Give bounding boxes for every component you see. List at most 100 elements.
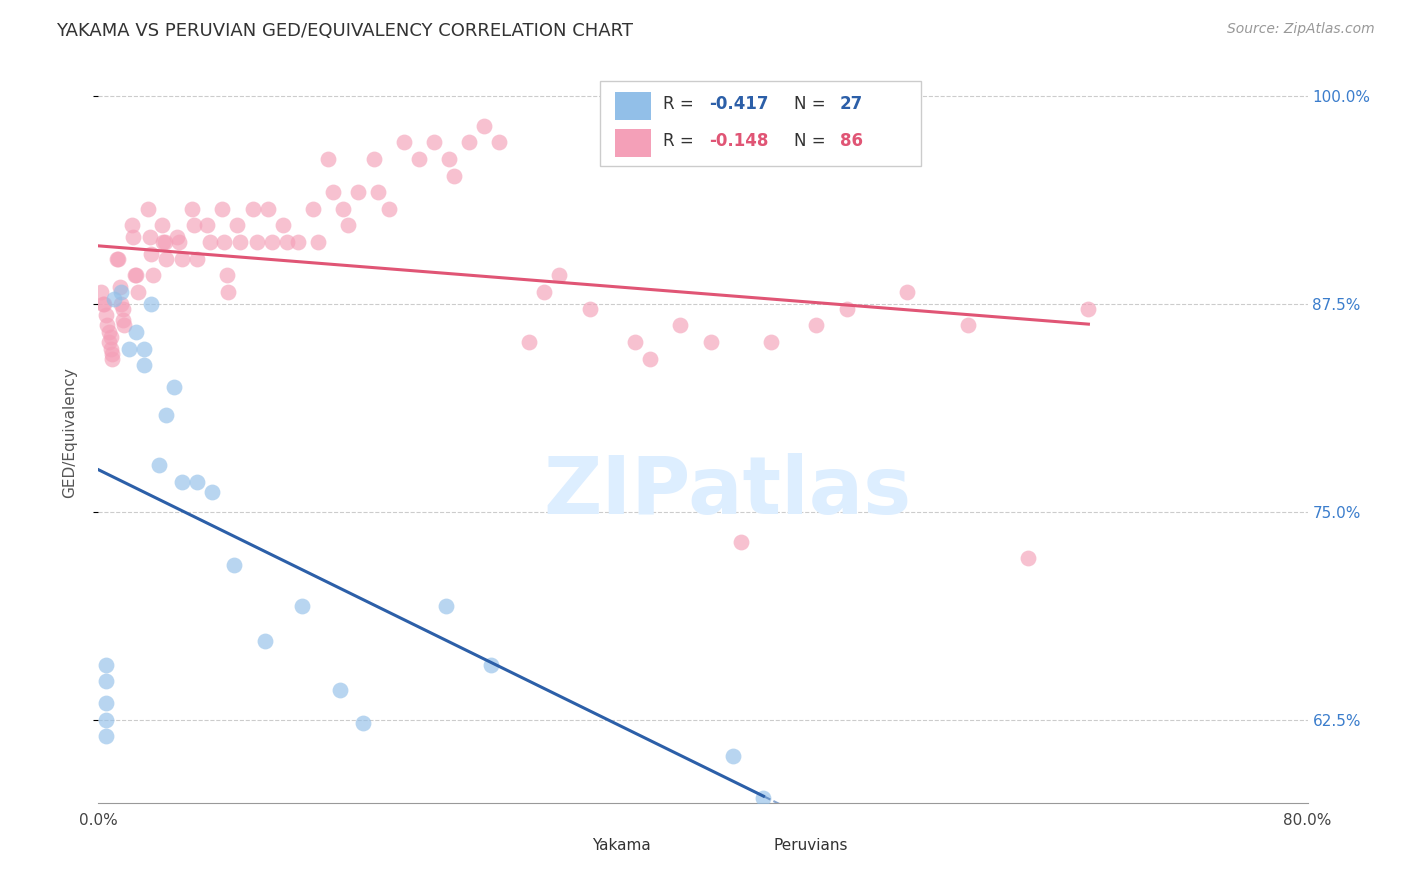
Point bbox=[363, 152, 385, 166]
FancyBboxPatch shape bbox=[600, 81, 921, 166]
Point bbox=[136, 202, 159, 216]
Point bbox=[472, 119, 495, 133]
Point bbox=[167, 235, 190, 249]
Point bbox=[153, 235, 176, 249]
Point bbox=[336, 219, 359, 233]
Point bbox=[132, 342, 155, 356]
Point bbox=[835, 301, 858, 316]
Text: N =: N = bbox=[793, 132, 831, 150]
Point bbox=[122, 230, 145, 244]
Point bbox=[111, 313, 134, 327]
Point bbox=[170, 475, 193, 489]
Point bbox=[517, 334, 540, 349]
Point bbox=[352, 715, 374, 730]
Point bbox=[578, 301, 600, 316]
Point bbox=[125, 268, 148, 283]
Point bbox=[139, 230, 162, 244]
Point bbox=[488, 136, 510, 150]
Point bbox=[548, 268, 571, 283]
Point bbox=[186, 475, 208, 489]
Bar bbox=[614, 129, 651, 157]
Point bbox=[262, 235, 284, 249]
Point bbox=[437, 152, 460, 166]
Bar bbox=[734, 835, 763, 857]
Point bbox=[443, 169, 465, 183]
Point bbox=[141, 296, 163, 310]
Point bbox=[195, 219, 218, 233]
Point bbox=[94, 713, 117, 727]
Point bbox=[224, 558, 246, 572]
Point bbox=[759, 334, 782, 349]
Point bbox=[155, 408, 177, 422]
Point bbox=[141, 246, 163, 260]
Point bbox=[100, 330, 122, 344]
Point bbox=[166, 230, 188, 244]
Point bbox=[142, 268, 165, 283]
Bar bbox=[551, 835, 582, 857]
Point bbox=[217, 285, 239, 299]
Point bbox=[94, 729, 117, 743]
Point bbox=[107, 252, 129, 266]
Point bbox=[111, 301, 134, 316]
Point bbox=[423, 136, 446, 150]
Point bbox=[96, 318, 118, 333]
Point bbox=[624, 334, 647, 349]
Point bbox=[94, 657, 117, 672]
Point bbox=[200, 235, 222, 249]
Point bbox=[287, 235, 309, 249]
Point bbox=[669, 318, 692, 333]
Point bbox=[332, 202, 354, 216]
Point bbox=[699, 334, 721, 349]
Point bbox=[101, 346, 124, 360]
Point bbox=[121, 219, 143, 233]
Point bbox=[457, 136, 479, 150]
Point bbox=[183, 219, 205, 233]
Point bbox=[302, 202, 325, 216]
Point bbox=[408, 152, 430, 166]
Point bbox=[94, 696, 117, 710]
Y-axis label: GED/Equivalency: GED/Equivalency bbox=[63, 368, 77, 498]
Point bbox=[723, 749, 745, 764]
Point bbox=[215, 268, 238, 283]
Point bbox=[110, 296, 132, 310]
Point bbox=[307, 235, 329, 249]
Point bbox=[94, 309, 117, 323]
Text: -0.148: -0.148 bbox=[709, 132, 769, 150]
Point bbox=[103, 292, 125, 306]
Point bbox=[93, 296, 115, 310]
Point bbox=[276, 235, 298, 249]
Point bbox=[98, 334, 121, 349]
Point bbox=[367, 185, 389, 199]
Point bbox=[896, 285, 918, 299]
Point bbox=[533, 285, 555, 299]
Point bbox=[377, 202, 399, 216]
Point bbox=[90, 285, 112, 299]
Text: 27: 27 bbox=[839, 95, 863, 113]
Point bbox=[322, 185, 344, 199]
Point bbox=[98, 325, 121, 339]
Point bbox=[229, 235, 252, 249]
Point bbox=[101, 351, 124, 366]
Point bbox=[112, 318, 135, 333]
Point bbox=[181, 202, 204, 216]
Text: R =: R = bbox=[664, 132, 699, 150]
Point bbox=[186, 252, 208, 266]
Text: Source: ZipAtlas.com: Source: ZipAtlas.com bbox=[1227, 22, 1375, 37]
Point bbox=[94, 674, 117, 689]
Point bbox=[256, 202, 278, 216]
Text: Yakama: Yakama bbox=[592, 838, 651, 853]
Point bbox=[434, 599, 457, 614]
Point bbox=[730, 534, 752, 549]
Point bbox=[329, 682, 352, 697]
Point bbox=[108, 280, 131, 294]
Text: Peruvians: Peruvians bbox=[773, 838, 848, 853]
Point bbox=[211, 202, 233, 216]
Point bbox=[316, 152, 339, 166]
Point bbox=[110, 285, 132, 299]
Point bbox=[150, 219, 173, 233]
Text: R =: R = bbox=[664, 95, 699, 113]
Bar bbox=[614, 92, 651, 120]
Text: ZIPatlas: ZIPatlas bbox=[543, 453, 911, 531]
Text: N =: N = bbox=[793, 95, 831, 113]
Point bbox=[1077, 301, 1099, 316]
